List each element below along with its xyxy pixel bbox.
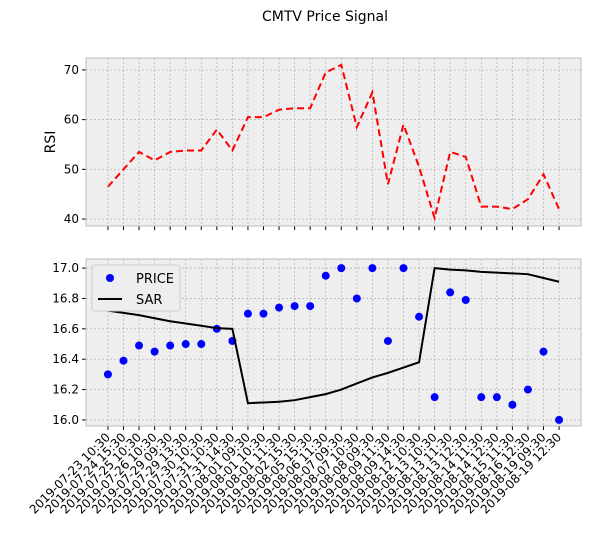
y-axis-label: RSI xyxy=(43,131,59,154)
price-dot xyxy=(539,347,548,356)
y-tick-label: 50 xyxy=(64,162,79,176)
plot-area xyxy=(86,58,581,226)
series-line xyxy=(107,63,560,222)
figure-title: CMTV Price Signal xyxy=(262,9,388,25)
price-dot xyxy=(306,302,315,311)
price-dot xyxy=(259,309,268,318)
legend-label: SAR xyxy=(136,293,162,308)
price-dot xyxy=(197,340,206,349)
y-tick-label: 16.4 xyxy=(52,352,79,366)
price-dot xyxy=(446,288,455,297)
price-dot xyxy=(477,393,486,402)
price-dot xyxy=(352,294,361,303)
price-dot xyxy=(555,415,564,424)
price-dot xyxy=(321,271,330,280)
price-dot xyxy=(461,295,470,304)
price-dot xyxy=(181,340,190,349)
price-dot xyxy=(399,264,408,273)
price-dot xyxy=(150,347,159,356)
price-dot xyxy=(275,303,284,312)
y-tick-label: 40 xyxy=(64,212,79,226)
price-dot xyxy=(337,264,346,273)
y-tick-label: 16.6 xyxy=(52,322,79,336)
price-dot xyxy=(119,356,128,365)
price-dot xyxy=(135,341,144,350)
price-dot xyxy=(492,393,501,402)
price-dot xyxy=(368,264,377,273)
plot-border xyxy=(85,57,582,227)
price-dot xyxy=(103,370,112,379)
y-tick-label: 60 xyxy=(64,113,79,127)
y-tick-label: 70 xyxy=(64,63,79,77)
y-tick-label: 17.0 xyxy=(52,261,79,275)
y-tick-label: 16.0 xyxy=(52,413,79,427)
price-dot xyxy=(430,393,439,402)
legend-label: PRICE xyxy=(136,272,174,287)
price-dot xyxy=(415,312,424,321)
legend-marker xyxy=(106,274,114,282)
y-tick-label: 16.8 xyxy=(52,291,79,305)
plot-border xyxy=(85,258,582,427)
price-dot xyxy=(523,385,532,394)
price-dot xyxy=(290,302,299,311)
price-dot xyxy=(243,309,252,318)
series-line xyxy=(107,267,560,405)
price-dot xyxy=(508,400,517,409)
price-dot xyxy=(383,336,392,345)
y-tick-label: 16.2 xyxy=(52,383,79,397)
price-dot xyxy=(166,341,175,350)
